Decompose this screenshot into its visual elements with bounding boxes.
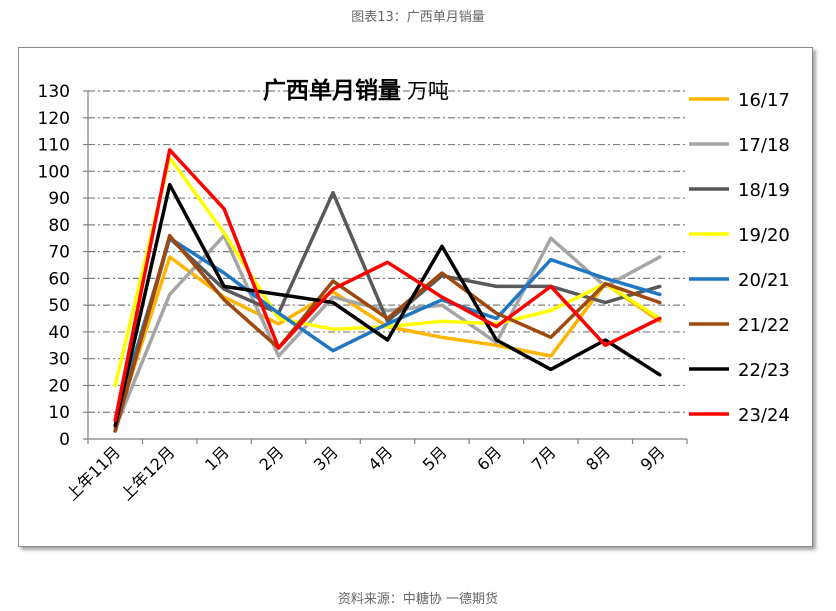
x-tick-label: 8月	[582, 442, 614, 474]
chart-unit: 万吨	[407, 79, 449, 103]
figure-caption: 图表13：广西单月销量	[351, 10, 485, 25]
series-line	[113, 233, 662, 433]
legend-label: 19/20	[738, 225, 790, 246]
series-line	[113, 236, 662, 423]
y-tick-label: 80	[48, 216, 70, 236]
legend-label: 21/22	[738, 315, 790, 336]
y-tick-label: 40	[48, 323, 70, 343]
y-tick-label: 30	[48, 350, 70, 370]
y-tick-label: 130	[38, 82, 70, 102]
x-tick-label: 4月	[364, 442, 396, 474]
line-chart: 0 10 20 30 40 50 60 70 80 90 100 110 120 130 上年11月上年12…	[38, 77, 790, 504]
series-line	[113, 148, 662, 423]
chart-title-group: 广西单月销量 万吨	[263, 77, 449, 104]
series-lines	[113, 148, 662, 433]
y-tick-label: 110	[38, 136, 70, 156]
y-tick-label: 50	[48, 296, 70, 316]
y-tick-label: 70	[48, 243, 70, 263]
source-note: 资料来源：中糖协 一德期货	[337, 592, 499, 607]
y-tick-label: 90	[48, 189, 70, 209]
x-tick-label: 2月	[255, 442, 287, 474]
x-tick-label: 1月	[201, 442, 233, 474]
series-line	[113, 190, 662, 433]
series-line	[113, 182, 662, 428]
y-tick-label: 10	[48, 403, 70, 423]
y-tick-label: 120	[38, 109, 70, 129]
x-tick-label: 5月	[419, 442, 451, 474]
y-tick-label: 100	[38, 162, 70, 182]
x-tick-label: 上年11月	[62, 442, 124, 504]
gridlines	[88, 90, 687, 413]
chart-title: 广西单月销量	[263, 77, 401, 104]
legend-label: 22/23	[738, 360, 790, 381]
y-tick-label: 20	[48, 376, 70, 396]
legend-label: 16/17	[738, 90, 790, 111]
legend: 16/17 17/18 18/19 19/20 20/21 21/22 22/23 23/24	[689, 90, 790, 426]
legend-label: 18/19	[738, 180, 790, 201]
x-tick-label: 9月	[637, 442, 669, 474]
x-tick-label: 上年12月	[117, 442, 179, 504]
series-line	[113, 156, 662, 388]
x-tick-label: 7月	[528, 442, 560, 474]
y-tick-label: 0	[59, 430, 70, 450]
y-tick-label: 60	[48, 269, 70, 289]
x-tick-label: 6月	[473, 442, 505, 474]
legend-label: 17/18	[738, 135, 790, 156]
chart-frame: 0 10 20 30 40 50 60 70 80 90 100 110 120 130 上年11月 上年12…	[18, 47, 813, 547]
legend-label: 20/21	[738, 270, 790, 291]
legend-label: 23/24	[738, 405, 790, 426]
x-tick-label: 3月	[310, 442, 342, 474]
